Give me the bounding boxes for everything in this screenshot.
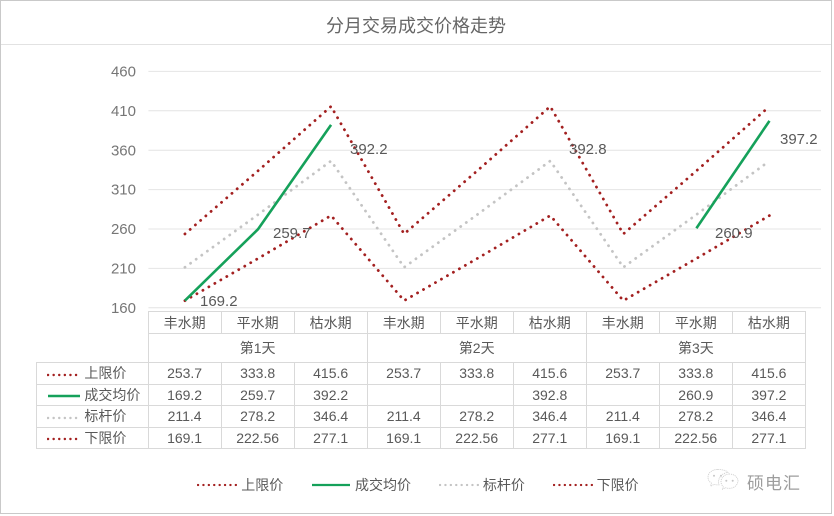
svg-text:397.2: 397.2 [780, 131, 818, 148]
svg-text:260: 260 [111, 221, 136, 238]
svg-text:260.9: 260.9 [715, 225, 753, 242]
svg-text:410: 410 [111, 103, 136, 120]
svg-text:392.2: 392.2 [350, 141, 388, 158]
svg-text:210: 210 [111, 261, 136, 278]
svg-text:360: 360 [111, 142, 136, 159]
svg-text:310: 310 [111, 182, 136, 199]
svg-text:169.2: 169.2 [200, 293, 238, 310]
svg-text:259.7: 259.7 [273, 225, 311, 242]
svg-text:392.8: 392.8 [569, 141, 607, 158]
svg-text:460: 460 [111, 64, 136, 81]
